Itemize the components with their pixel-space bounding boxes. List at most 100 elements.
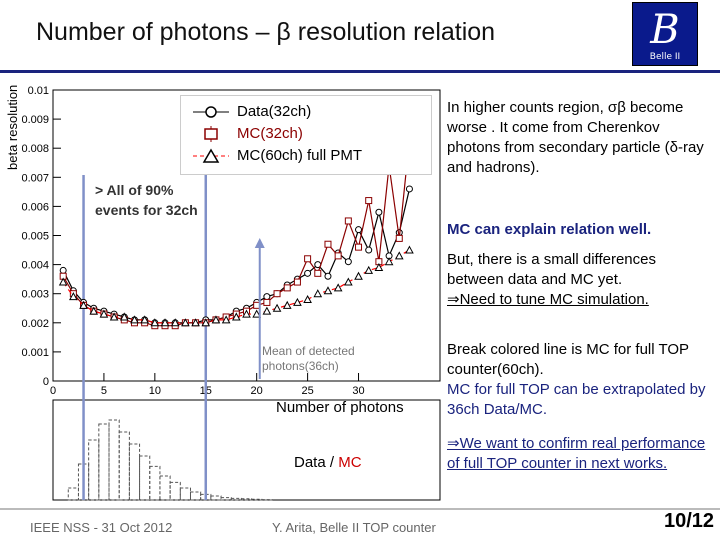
right-paragraph-4b: MC for full TOP can be extrapolated by 3…: [447, 381, 706, 418]
footer-divider: [0, 508, 720, 510]
slide-title: Number of photons – β resolution relatio…: [36, 18, 496, 46]
mc60-series-point: [394, 251, 404, 260]
x-tick-label: 10: [149, 385, 161, 397]
mc60-series-point: [119, 312, 129, 321]
mc60-series-point: [191, 318, 200, 327]
mc32-series-point: [344, 217, 352, 225]
data-series-point: [263, 293, 271, 301]
hist-bar: [169, 481, 181, 501]
mc60-series-point: [384, 257, 394, 266]
x-tick-label: 0: [50, 385, 56, 397]
y-tick-label: 0: [43, 376, 49, 388]
mean-annotation: Mean of detected photons(36ch): [262, 344, 355, 374]
histogram-frame: [52, 399, 441, 501]
data-series-point: [344, 258, 352, 266]
mc60-series-point: [293, 297, 302, 306]
mc60-series-point: [211, 315, 221, 324]
mc60-series-point: [160, 318, 170, 327]
right-paragraph-2: MC can explain relation well.: [447, 221, 652, 238]
legend-label-data: Data(32ch): [237, 103, 312, 120]
y-tick-label: 0.001: [21, 347, 49, 359]
hist-bar: [179, 487, 191, 501]
coverage-annotation: > All of 90% events for 32ch: [95, 180, 198, 220]
right-paragraph-5: ⇒We want to confirm real performance of …: [447, 435, 706, 472]
histogram-label: Data / MC: [294, 454, 362, 471]
mc32-series-point: [304, 255, 312, 263]
hist-label-data: Data: [294, 454, 326, 471]
right-paragraph-3a: But, there is a small differences betwee…: [447, 251, 656, 288]
footer-left: IEEE NSS - 31 Oct 2012: [30, 520, 173, 535]
hist-bar: [118, 431, 130, 501]
y-tick-label: 0.005: [21, 231, 49, 243]
mean-line1: Mean of detected: [262, 344, 355, 358]
chart-legend: Data(32ch) MC(32ch) MC(60ch) full PMT: [180, 95, 432, 175]
mc60-series-line: [62, 249, 410, 324]
y-tick-label: 0.009: [21, 114, 49, 126]
mc60-series-point: [109, 312, 119, 321]
mc60-series-point: [140, 315, 149, 324]
mc32-series-point: [293, 278, 301, 286]
hist-bar: [189, 491, 202, 501]
mc32-series-point: [355, 243, 363, 251]
mc60-series-point: [323, 286, 333, 295]
data-series-point: [304, 269, 312, 277]
mc32-series-point: [273, 290, 281, 298]
mc60-series-point: [252, 309, 262, 318]
mean-arrow-head: [254, 238, 265, 248]
mc60-series-point: [150, 318, 160, 327]
hist-bar: [128, 443, 141, 501]
logo-b-icon: B: [649, 7, 679, 53]
coverage-line1: > All of 90%: [95, 182, 174, 198]
y-tick-label: 0.01: [28, 85, 49, 97]
mc60-series-point: [69, 292, 78, 301]
data-series-point: [324, 272, 332, 280]
mc60-series-point: [201, 318, 211, 327]
data-series-point: [375, 208, 383, 216]
y-tick-label: 0.002: [21, 318, 49, 330]
hist-label-mc: MC: [338, 454, 362, 471]
mc60-series-point: [374, 262, 384, 272]
right-paragraph-4: Break colored line is MC for full TOP co…: [447, 340, 712, 420]
data-series-point: [365, 246, 373, 254]
x-tick-label: 20: [251, 385, 263, 397]
x-tick-label: 5: [101, 385, 107, 397]
right-paragraph-4a: Break colored line is MC for full TOP co…: [447, 341, 689, 378]
hist-bar: [159, 475, 171, 501]
mc60-series-point: [262, 306, 272, 315]
mc60-series-point: [242, 309, 251, 318]
mc60-series-point: [58, 277, 68, 286]
mc60-series-point: [354, 271, 363, 280]
x-tick-label: 25: [301, 385, 313, 397]
y-tick-label: 0.003: [21, 289, 49, 301]
y-tick-label: 0.007: [21, 172, 49, 184]
legend-circle-icon: [193, 106, 229, 118]
mc32-series-point: [283, 284, 291, 292]
hist-bar: [98, 423, 110, 501]
mc60-series-point: [272, 303, 282, 312]
mc60-series-point: [313, 289, 323, 298]
data-series-point: [405, 185, 413, 193]
mc32-series-point: [324, 240, 332, 248]
mc60-series-point: [333, 283, 343, 292]
mc60-series-point: [181, 318, 190, 327]
hist-bar: [108, 419, 120, 501]
hist-label-sep: /: [325, 454, 339, 471]
mc60-series-point: [99, 309, 109, 318]
y-tick-label: 0.006: [21, 201, 49, 213]
data-series-point: [355, 226, 363, 234]
mc60-series-point: [221, 315, 231, 324]
mc60-series-point: [344, 277, 353, 286]
mc32-series-point: [395, 234, 403, 242]
footer-center: Y. Arita, Belle II TOP counter: [272, 520, 436, 535]
mc32-series-point: [365, 197, 373, 205]
mc60-series-point: [405, 245, 414, 254]
belle-logo: B Belle II: [632, 2, 698, 66]
mc60-series-point: [282, 300, 292, 309]
x-tick-label: 30: [352, 385, 364, 397]
mc32-series-point: [314, 269, 322, 277]
right-paragraph-3: But, there is a small differences betwee…: [447, 250, 712, 310]
title-divider: [0, 70, 720, 73]
svg-text:B: B: [649, 7, 679, 51]
mc60-series-point: [303, 294, 312, 304]
x-axis-title: Number of photons: [276, 399, 404, 416]
